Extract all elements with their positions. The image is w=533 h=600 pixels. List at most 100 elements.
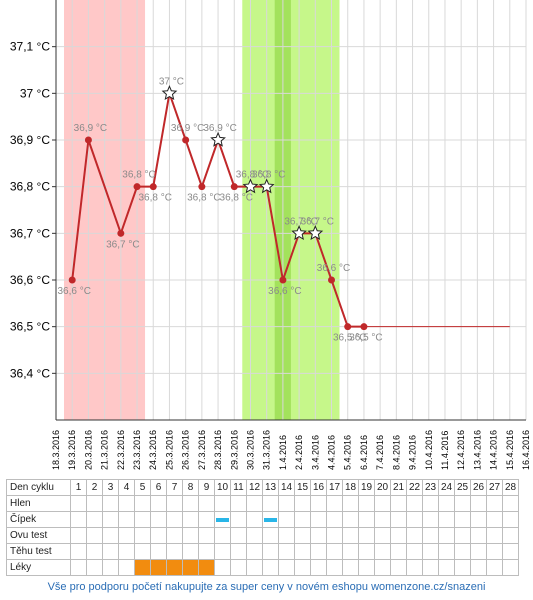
data-point-star [210,131,226,147]
promo-footer-link[interactable]: Vše pro podporu početí nakupujte za supe… [47,581,486,593]
table-cell [86,559,103,576]
table-cell [502,511,519,528]
table-cell [486,559,503,576]
table-cell [262,559,279,576]
table-cell [486,495,503,512]
table-cell [406,511,423,528]
table-cell [470,559,487,576]
cycle-day-cell: 19 [358,479,375,496]
table-cell [118,527,135,544]
table-cell [374,543,391,560]
data-point-star [258,178,275,194]
table-cell [214,559,231,576]
table-cell [470,527,487,544]
table-cell [422,543,439,560]
table-row-label: Čípek [6,511,71,528]
x-tick-label: 15.4.2016 [505,430,515,470]
table-cell [342,495,359,512]
x-tick-label: 10.4.2016 [424,430,434,470]
table-row-label: Těhu test [6,543,71,560]
table-cell [134,527,151,544]
table-cell [406,495,423,512]
table-cell [86,543,103,560]
data-point [84,136,92,144]
data-label: 36,8 °C [187,193,220,204]
table-cell [374,511,391,528]
table-cell [438,495,455,512]
table-cell [150,559,167,576]
table-cell [326,511,343,528]
data-label: 36,5 °C [333,333,366,344]
table-cell [214,527,231,544]
cycle-day-cell: 11 [230,479,247,496]
table-cell [246,495,263,512]
table-cell [470,511,487,528]
x-tick-label: 18.3.2016 [51,430,61,470]
table-cell [390,543,407,560]
table-cell [294,495,311,512]
table-cell [278,527,295,544]
table-cell [390,495,407,512]
data-label: 36,8 °C [252,170,285,181]
data-label: 36,6 °C [317,263,350,274]
table-cell [86,527,103,544]
table-cell [118,511,135,528]
table-cell [246,527,263,544]
table-cell [358,495,375,512]
table-row: Ovu test [6,527,519,544]
table-cell [342,527,359,544]
data-label: 36,7 °C [106,239,139,250]
cycle-day-cell: 2 [86,479,103,496]
table-header-row: Den cyklu 1 2 3 4 5 6 7 8 9 10 11 12 13 14 15 16 17 18 19 20… [6,479,519,496]
table-cell [486,511,503,528]
x-tick-label: 16.4.2016 [521,430,531,470]
table-cell [406,543,423,560]
table-cell [374,527,391,544]
cycle-day-cell: 28 [502,479,519,496]
table-cell [198,495,215,512]
table-cell [278,495,295,512]
data-point [360,323,368,331]
data-point-star [242,178,259,194]
table-row: Těhu test [6,543,519,560]
table-cell [166,559,183,576]
table-cell [230,559,247,576]
table-row: Hlen [6,495,519,512]
x-tick-label: 26.3.2016 [181,430,191,470]
cycle-table: Den cyklu 1 2 3 4 5 6 7 8 9 10 11 12 13 14 15 16 17 18 19 20… [6,479,519,576]
table-cell [454,511,471,528]
y-tick-label: 37 °C [20,86,50,100]
data-label: 37 °C [159,76,184,87]
data-label: 36,7 °C [284,216,317,227]
table-cell [262,495,279,512]
table-cell [326,495,343,512]
table-cell [86,495,103,512]
medication-marker [183,560,198,575]
data-point [117,229,125,237]
table-cell [310,543,327,560]
table-cell [262,527,279,544]
cycle-day-cell: 24 [438,479,455,496]
cycle-day-cell: 22 [406,479,423,496]
table-cell [230,495,247,512]
table-cell [422,511,439,528]
table-cell [198,543,215,560]
data-point-star [291,225,307,241]
table-cell [150,527,167,544]
table-cell [502,495,519,512]
table-cell [230,543,247,560]
x-tick-label: 22.3.2016 [116,430,126,470]
table-cell [182,511,199,528]
data-point [68,276,76,284]
table-cell [118,543,135,560]
cycle-day-cell: 20 [374,479,391,496]
table-cell [502,527,519,544]
table-cell [246,559,263,576]
table-cell [310,527,327,544]
table-cell [70,511,87,528]
table-cell [102,527,119,544]
table-cell [230,527,247,544]
table-cell [502,559,519,576]
cycle-day-cell: 10 [214,479,231,496]
x-tick-label: 3.4.2016 [310,435,320,470]
